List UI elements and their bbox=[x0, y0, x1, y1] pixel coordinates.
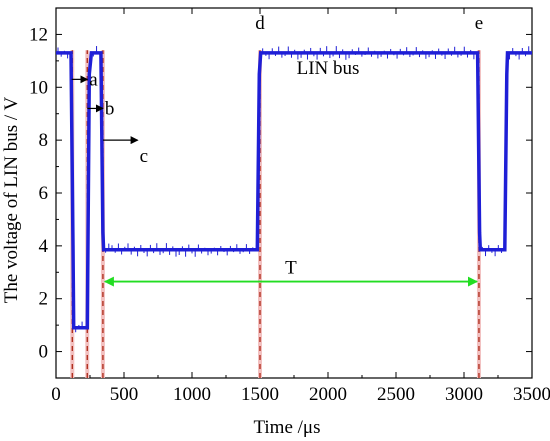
period-label: T bbox=[285, 258, 297, 279]
y-tick-label: 4 bbox=[39, 236, 49, 257]
annotation-label: b bbox=[105, 98, 115, 119]
x-axis-title: Time /μs bbox=[253, 417, 320, 438]
marker-label: d bbox=[255, 13, 265, 34]
x-tick-label: 3500 bbox=[513, 384, 550, 405]
signal-line bbox=[56, 51, 532, 330]
x-tick-label: 2000 bbox=[309, 384, 347, 405]
plot-area: 0 500 1000 1500 2000 2500 3000 3500 0 2 4 6 8 10 12 d e a… bbox=[29, 7, 550, 405]
x-tick-label: 500 bbox=[110, 384, 139, 405]
y-tick-label: 12 bbox=[29, 24, 48, 45]
x-tick-label: 3000 bbox=[445, 384, 483, 405]
y-tick-label: 10 bbox=[29, 77, 48, 98]
y-tick-label: 0 bbox=[39, 342, 49, 363]
y-tick-label: 8 bbox=[39, 130, 49, 151]
marker-label: e bbox=[475, 13, 483, 34]
x-tick-label: 1000 bbox=[173, 384, 211, 405]
x-tick-label: 2500 bbox=[377, 384, 415, 405]
y-tick-label: 6 bbox=[39, 183, 49, 204]
series-text-label: LIN bus bbox=[297, 58, 360, 79]
y-tick-label: 2 bbox=[39, 289, 49, 310]
annotation-label: c bbox=[140, 146, 148, 167]
plot-frame bbox=[55, 7, 533, 379]
annotation-label: a bbox=[89, 69, 98, 90]
x-tick-label: 1500 bbox=[241, 384, 279, 405]
y-axis-title: The voltage of LIN bus / V bbox=[1, 96, 22, 303]
x-tick-label: 0 bbox=[51, 384, 61, 405]
